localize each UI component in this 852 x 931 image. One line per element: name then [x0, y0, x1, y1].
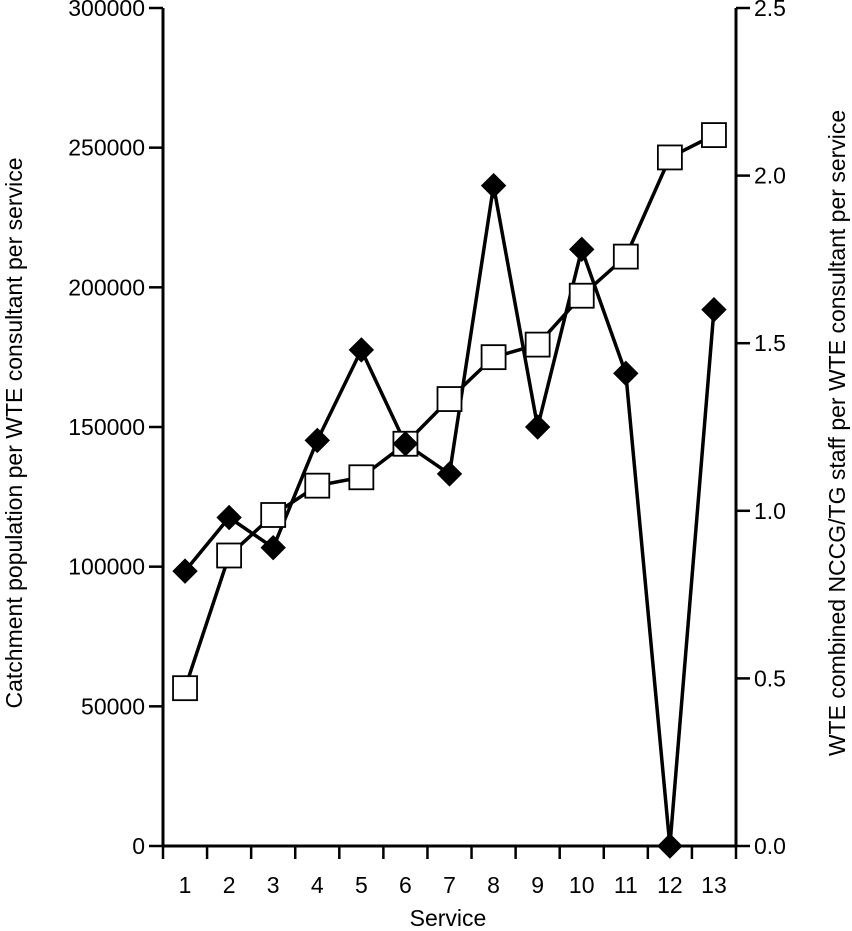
diamond-point: [260, 534, 286, 561]
x-axis-label: Service: [410, 905, 487, 931]
left-tick-label: 0: [132, 833, 145, 859]
diamond-point: [657, 833, 683, 859]
right-tick-label: 1.5: [754, 330, 786, 356]
square-point: [436, 386, 463, 412]
right-tick-label: 2.5: [754, 0, 786, 21]
square-point: [348, 464, 375, 491]
square-point: [480, 344, 507, 371]
left-tick-label: 150000: [68, 414, 145, 440]
diamond-point: [613, 360, 639, 387]
x-tick-label: 8: [487, 872, 500, 898]
left-tick-label: 250000: [68, 135, 145, 161]
diamond-point: [216, 504, 242, 531]
x-tick-label: 4: [311, 872, 324, 898]
left-tick-label: 300000: [68, 0, 145, 21]
right-axis-label: WTE combined NCCG/TG staff per WTE consu…: [824, 110, 850, 756]
x-tick-label: 3: [267, 872, 280, 898]
right-tick-label: 0.0: [754, 833, 786, 859]
square-point: [260, 502, 287, 528]
x-tick-label: 12: [657, 872, 683, 898]
axes: [161, 8, 738, 848]
x-tick-label: 13: [701, 872, 727, 898]
left-tick-label: 100000: [68, 554, 145, 580]
right-tick-label: 0.5: [754, 665, 786, 691]
square-point: [304, 472, 331, 499]
series-markers: [172, 122, 727, 859]
diamond-point: [348, 337, 375, 363]
x-axis-ticks: 1 2 3 4 5 6 7 8 9 10 11 12 13: [161, 846, 738, 898]
diamond-point: [569, 236, 595, 263]
right-axis-ticks: 0.0 0.5 1.0 1.5 2.0 2.5: [736, 0, 786, 859]
diamond-point: [701, 296, 727, 323]
x-tick-label: 2: [223, 872, 236, 898]
x-tick-label: 6: [399, 872, 412, 898]
x-tick-label: 1: [179, 872, 192, 898]
series-lines: [183, 133, 716, 847]
x-tick-label: 11: [614, 872, 638, 898]
square-point: [216, 542, 243, 569]
right-tick-label: 1.0: [754, 498, 786, 524]
square-point: [656, 144, 683, 171]
left-tick-label: 200000: [68, 274, 145, 300]
diamond-point: [524, 414, 551, 440]
x-tick-label: 9: [531, 872, 544, 898]
x-tick-label: 7: [443, 872, 456, 898]
left-axis-ticks: 0 50000 100000 150000 200000 250000 300000: [68, 0, 163, 859]
diamond-point: [304, 427, 330, 454]
square-point: [568, 282, 595, 309]
x-tick-label: 10: [569, 872, 595, 898]
square-point: [612, 243, 639, 270]
diamond-point: [392, 431, 419, 457]
diamond-point: [436, 461, 463, 487]
x-tick-label: 5: [355, 872, 368, 898]
square-point: [524, 331, 551, 358]
left-axis-label: Catchment population per WTE consultant …: [1, 158, 27, 709]
right-tick-label: 2.0: [754, 163, 786, 189]
diamond-point: [172, 558, 198, 584]
square-point: [172, 675, 198, 702]
left-tick-label: 50000: [81, 693, 145, 719]
square-point: [701, 122, 727, 148]
diamond-point: [480, 172, 507, 199]
